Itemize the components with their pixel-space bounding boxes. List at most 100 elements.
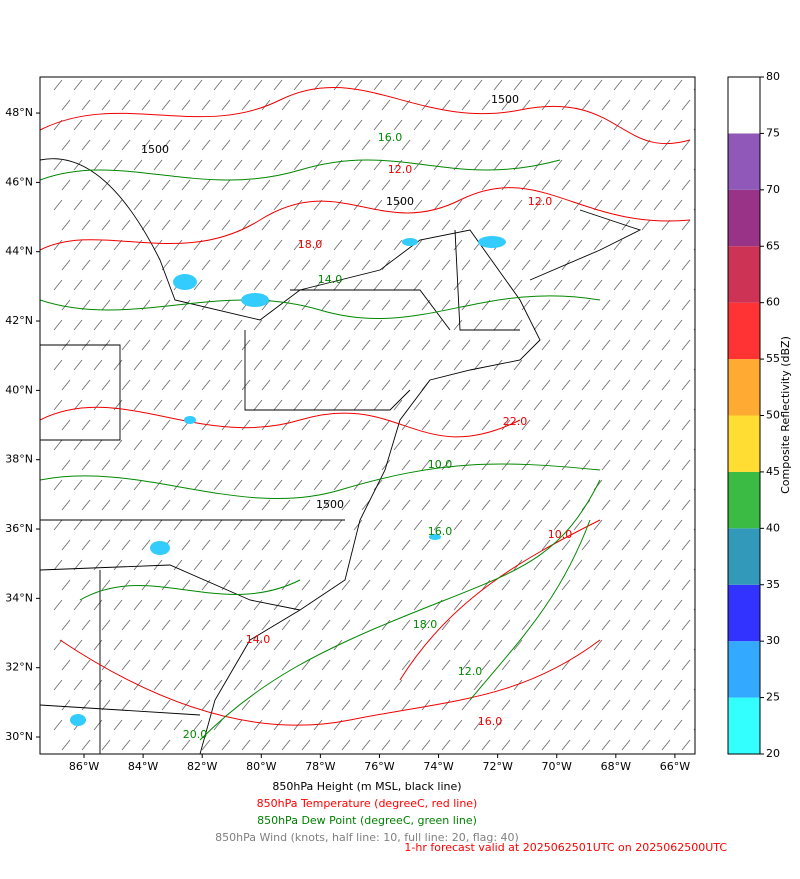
barb (561, 539, 571, 551)
barb (501, 339, 511, 351)
barb (181, 459, 191, 471)
barb (573, 559, 583, 571)
barb (702, 380, 710, 390)
barb (702, 660, 710, 670)
barb (593, 439, 603, 451)
barb (553, 439, 563, 451)
barb (533, 319, 543, 331)
barb (113, 319, 123, 331)
barb (453, 79, 463, 91)
barb (373, 679, 383, 691)
barb (341, 339, 351, 351)
contour-label: 16.0 (478, 715, 503, 728)
barb (533, 559, 543, 571)
barb (401, 619, 411, 631)
barb (702, 740, 710, 750)
colorbar-band (728, 133, 760, 190)
barb (513, 79, 523, 91)
x-tick-label: 82°W (187, 760, 217, 773)
barb (702, 140, 710, 150)
barb (661, 219, 671, 231)
x-tick-label: 72°W (482, 760, 512, 773)
barb (233, 119, 243, 131)
barb (453, 599, 463, 611)
barb (293, 159, 303, 171)
dewpoint-contours (40, 159, 601, 741)
barb (253, 279, 263, 291)
barb (561, 139, 571, 151)
barb (233, 239, 243, 251)
barb (53, 359, 63, 371)
barb (521, 99, 531, 111)
barb (73, 159, 83, 171)
barb (641, 299, 651, 311)
barb (681, 139, 691, 151)
barb (201, 259, 211, 271)
barb (641, 179, 651, 191)
barb (341, 579, 351, 591)
barb (141, 219, 151, 231)
colorbar-tick-label: 55 (766, 352, 780, 365)
barb (553, 239, 563, 251)
barb (313, 719, 323, 731)
barb (293, 559, 303, 571)
contour-label: 12.0 (388, 163, 413, 176)
barb (193, 639, 203, 651)
barb (513, 639, 523, 651)
barb (221, 379, 231, 391)
barb (433, 399, 443, 411)
barb (213, 159, 223, 171)
barb (613, 599, 623, 611)
barb (73, 199, 83, 211)
barb (233, 439, 243, 451)
barb (201, 619, 211, 631)
barb (333, 519, 343, 531)
barb (493, 119, 503, 131)
barb (673, 79, 683, 91)
barb (333, 479, 343, 491)
barb (381, 379, 391, 391)
colorbar-tick-label: 45 (766, 465, 780, 478)
barb (61, 139, 71, 151)
barb (473, 199, 483, 211)
barb (261, 579, 271, 591)
barb (301, 659, 311, 671)
barb (221, 179, 231, 191)
barb (601, 299, 611, 311)
barb (321, 379, 331, 391)
barb (301, 739, 311, 751)
colorbar-tick-label: 75 (766, 126, 780, 139)
barb (633, 159, 643, 171)
barb (413, 719, 423, 731)
barb (401, 579, 411, 591)
x-tick-label: 84°W (128, 760, 158, 773)
barb (153, 79, 163, 91)
barb (533, 719, 543, 731)
barb (361, 739, 371, 751)
barb (253, 199, 263, 211)
barb (541, 99, 551, 111)
barb (613, 399, 623, 411)
barb (661, 99, 671, 111)
barb (281, 379, 291, 391)
barb (321, 699, 331, 711)
barb (213, 359, 223, 371)
barb (101, 539, 111, 551)
barb (573, 319, 583, 331)
barb (573, 439, 583, 451)
barb (61, 259, 71, 271)
colorbar-band (728, 641, 760, 698)
barb (121, 139, 131, 151)
barb (161, 459, 171, 471)
barb (453, 479, 463, 491)
barb (93, 319, 103, 331)
barb (81, 299, 91, 311)
barb (473, 599, 483, 611)
barb (201, 99, 211, 111)
barb (673, 279, 683, 291)
barb (702, 700, 710, 710)
barb (73, 79, 83, 91)
barb (702, 500, 710, 510)
barb (541, 259, 551, 271)
barb (333, 279, 343, 291)
